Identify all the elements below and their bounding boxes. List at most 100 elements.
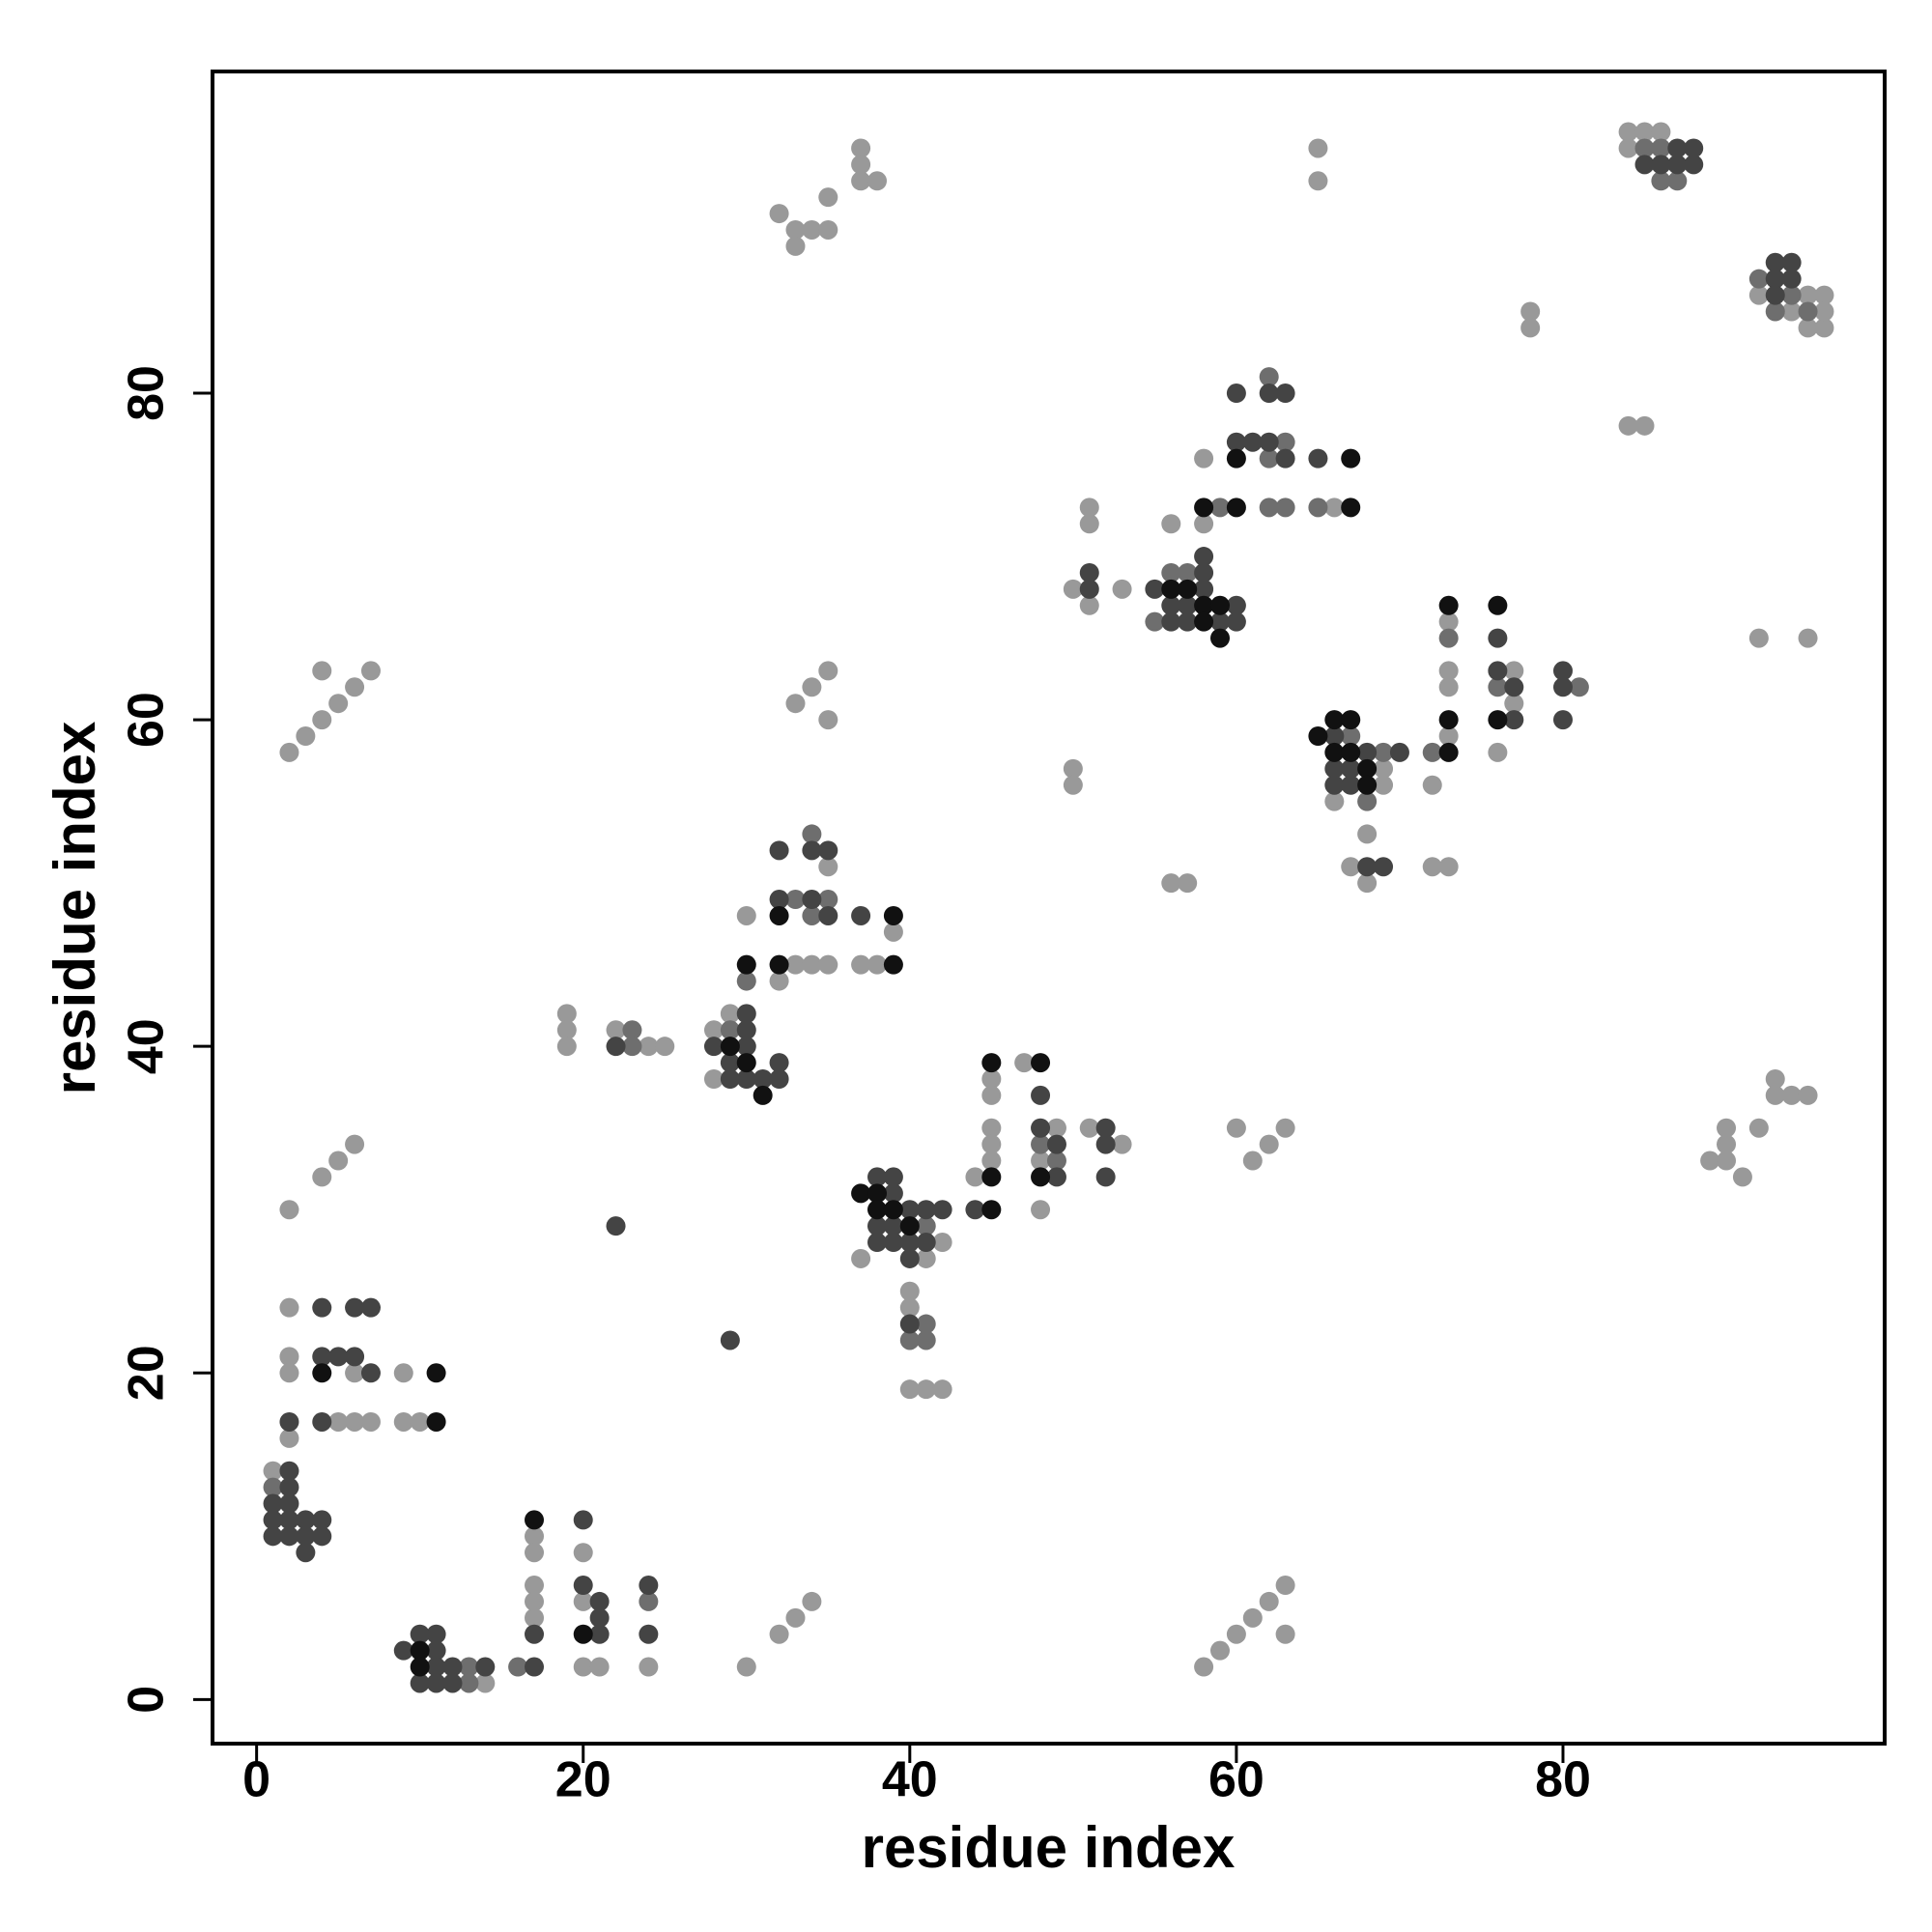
contact-point [1438,726,1459,747]
contact-point [1194,562,1214,582]
contact-point [1031,1053,1051,1073]
contact-point [1765,301,1785,322]
contact-point [410,1657,430,1677]
contact-point [1161,579,1181,599]
contact-point [1194,448,1214,469]
contact-point [1226,1118,1246,1138]
contact-point [410,1673,430,1693]
contact-point [442,1657,463,1677]
contact-point [1079,497,1099,518]
contact-point [279,1461,299,1481]
contact-point [639,1576,659,1596]
contact-point [573,1576,593,1596]
contact-point [736,1053,756,1073]
contact-point [410,1411,430,1432]
contact-point [1046,1134,1066,1154]
contact-point [1357,791,1378,811]
contact-point [1209,628,1230,648]
contact-point [1634,155,1655,175]
contact-point [393,1363,413,1383]
contact-point [1488,661,1508,681]
contact-point [769,840,789,861]
contact-point [802,219,822,240]
contact-point [1618,415,1638,436]
contact-point [736,971,756,991]
contact-point [345,677,365,697]
contact-point [851,1183,871,1204]
contact-point [769,204,789,224]
contact-point [525,1657,545,1677]
contact-point [1031,1200,1051,1220]
contact-point [1145,579,1165,599]
contact-point [753,1085,773,1105]
contact-point [296,1526,316,1547]
plot-frame [211,70,1887,1746]
contact-point [1161,873,1181,894]
contact-point [736,1020,756,1040]
contact-point [1552,677,1573,697]
contact-point [279,1363,299,1383]
contact-point [1684,138,1704,158]
contact-point [1209,1640,1230,1661]
contact-point [916,1314,936,1334]
contact-point [899,1216,920,1236]
contact-point [867,1233,888,1253]
contact-point [1161,595,1181,615]
contact-point [736,1068,756,1089]
contact-point [328,694,349,714]
contact-point [1520,301,1541,322]
contact-point [1046,1151,1066,1171]
contact-point [1748,628,1769,648]
contact-point [1161,514,1181,534]
contact-point [410,1640,430,1661]
contact-point [1209,595,1230,615]
contact-point [279,1297,299,1318]
contact-point [1717,1151,1737,1171]
contact-point [1079,514,1099,534]
contact-point [1275,1624,1295,1644]
contact-point [1504,694,1524,714]
y-tick-label: 20 [119,1345,175,1401]
contact-point [802,1591,822,1611]
contact-point [1748,1118,1769,1138]
contact-point [818,661,838,681]
contact-point [525,1607,545,1628]
contact-point [720,1020,740,1040]
contact-point [736,1004,756,1024]
contact-point [1324,726,1345,747]
contact-point [606,1020,626,1040]
contact-point [932,1200,952,1220]
contact-point [753,1068,773,1089]
contact-point [769,971,789,991]
contact-point [263,1477,283,1497]
contact-point [1324,497,1345,518]
contact-point [851,954,871,975]
contact-point [1341,742,1361,762]
contact-point [981,1134,1002,1154]
contact-point [279,742,299,762]
contact-point [899,1330,920,1350]
contact-point [393,1411,413,1432]
contact-point [883,1233,903,1253]
contact-point [769,905,789,925]
contact-point [720,1330,740,1350]
contact-point [426,1673,446,1693]
contact-point [1781,1085,1802,1105]
contact-point [312,1526,332,1547]
contact-point [525,1510,545,1530]
contact-point [1095,1134,1116,1154]
contact-point [639,1037,659,1057]
contact-point [867,1216,888,1236]
contact-point [1259,448,1279,469]
contact-point [916,1233,936,1253]
x-tick-label: 0 [242,1752,270,1808]
contact-point [1651,138,1671,158]
contact-point [345,1134,365,1154]
contact-point [1438,857,1459,877]
contact-point [1341,448,1361,469]
contact-point [916,1200,936,1220]
contact-point [720,1053,740,1073]
contact-point [720,1004,740,1024]
contact-point [1079,579,1099,599]
